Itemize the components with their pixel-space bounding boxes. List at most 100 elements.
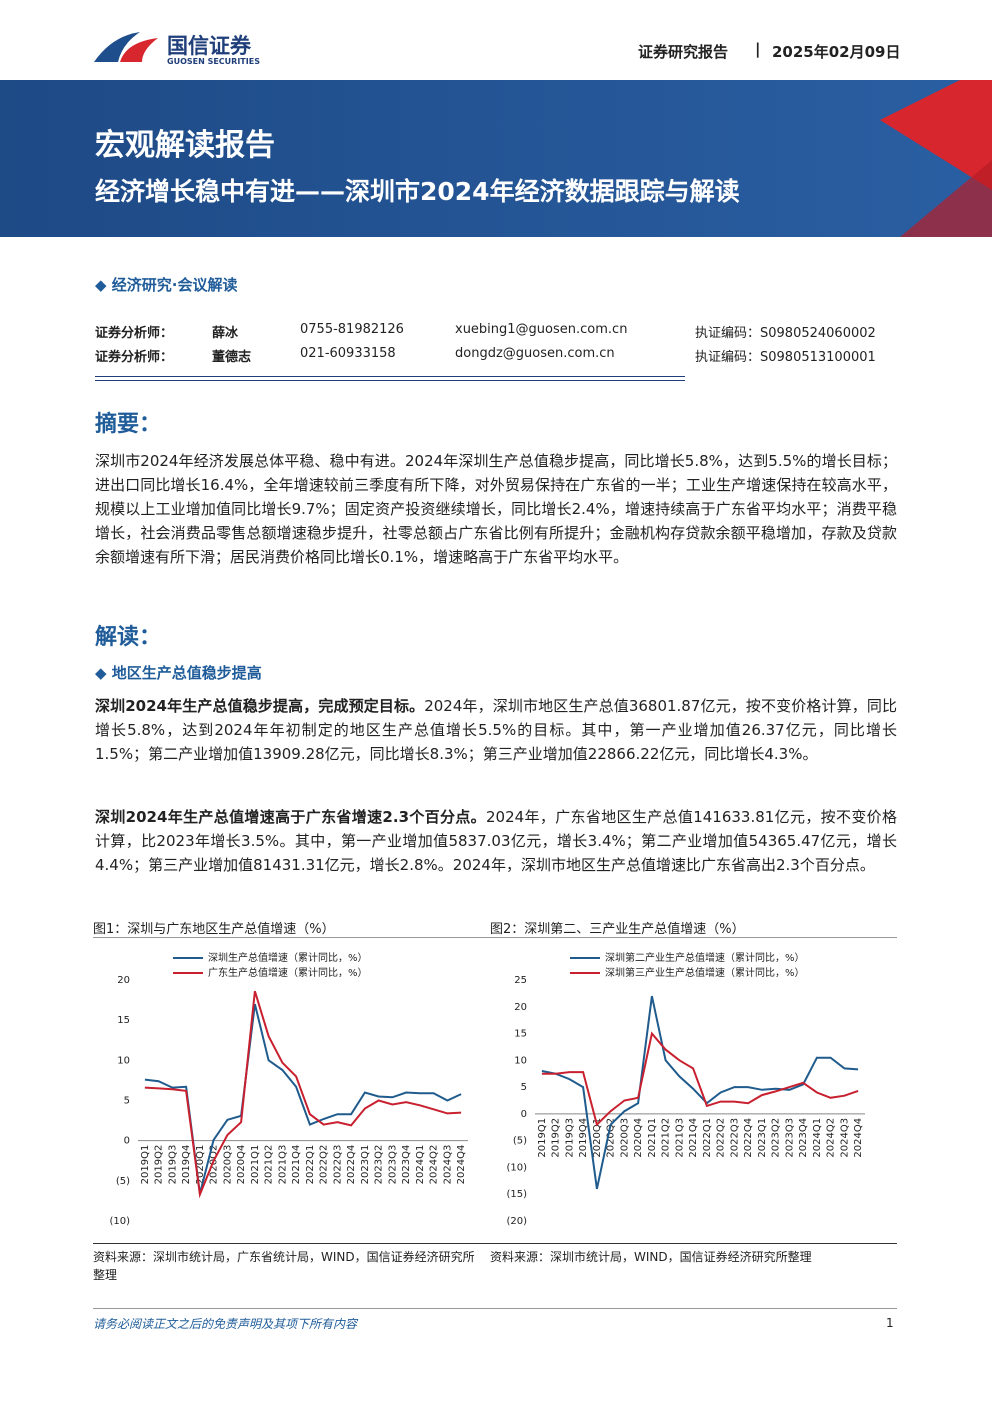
x-tick-label: 2023Q2: [771, 1118, 782, 1158]
x-tick-label: 2022Q3: [729, 1118, 740, 1158]
x-tick-label: 2021Q4: [291, 1145, 302, 1185]
x-tick-label: 2023Q1: [360, 1145, 371, 1185]
banner-bg: [0, 80, 992, 237]
section-text: 地区生产总值稳步提高: [111, 664, 262, 682]
figure-caption: 图1：深圳与广东地区生产总值增速（%）: [93, 922, 335, 937]
x-tick-label: 2024Q3: [839, 1118, 850, 1158]
x-tick-label: 2024Q4: [456, 1145, 467, 1185]
y-tick-label: 10: [117, 1055, 130, 1066]
y-tick-label: 0: [521, 1109, 527, 1120]
x-tick-label: 2022Q1: [702, 1118, 713, 1158]
report-type: 证券研究报告: [638, 43, 729, 61]
analyst-row: 证券分析师： 董德志 021-60933158 dongdz@guosen.co…: [0, 346, 992, 366]
y-tick-label: (20): [506, 1216, 527, 1227]
x-tick-label: 2022Q4: [346, 1145, 357, 1185]
company-name-en: GUOSEN SECURITIES: [167, 57, 260, 66]
x-tick-label: 2021Q2: [661, 1118, 672, 1158]
divider: [95, 376, 685, 381]
legend-label: 深圳第三产业生产总值增速（累计同比，%）: [605, 966, 805, 979]
paragraph-lead: 深圳2024年生产总值增速高于广东省增速2.3个百分点。: [95, 808, 487, 826]
y-tick-label: 5: [124, 1096, 130, 1107]
y-tick-label: (10): [109, 1216, 130, 1227]
x-tick-label: 2019Q3: [167, 1145, 178, 1185]
paragraph-text: 2024年，广东省地区生产总值141633.81亿元，按不变价格计算，比2023…: [95, 808, 897, 874]
paragraph-lead: 深圳2024年生产总值稳步提高，完成预定目标。: [95, 697, 425, 715]
y-tick-label: (5): [513, 1136, 527, 1147]
analyst-license: 执证编码：S0980524060002: [695, 326, 876, 341]
report-subtitle: 经济增长稳中有进——深圳市2024年经济数据跟踪与解读: [95, 177, 740, 206]
x-tick-label: 2019Q3: [564, 1118, 575, 1158]
x-tick-label: 2024Q3: [442, 1145, 453, 1185]
x-tick-label: 2024Q2: [826, 1118, 837, 1158]
x-tick-label: 2022Q1: [305, 1145, 316, 1185]
series-line: [541, 995, 859, 1190]
report-title: 宏观解读报告: [95, 128, 275, 163]
y-tick-label: 10: [514, 1055, 527, 1066]
x-tick-label: 2022Q2: [716, 1118, 727, 1158]
y-tick-label: 15: [117, 1015, 130, 1026]
paragraph-text: 2024年，深圳市地区生产总值36801.87亿元，按不变价格计算，同比增长5.…: [95, 697, 897, 763]
paragraph: 深圳2024年生产总值增速高于广东省增速2.3个百分点。2024年，广东省地区生…: [95, 805, 897, 877]
legend-label: 深圳生产总值增速（累计同比，%）: [208, 951, 368, 964]
x-tick-label: 2021Q2: [264, 1145, 275, 1185]
analyst-role: 证券分析师：: [95, 350, 174, 365]
x-tick-label: 2023Q4: [401, 1145, 412, 1185]
x-tick-label: 2020Q3: [222, 1145, 233, 1185]
category-text: 经济研究·会议解读: [111, 276, 238, 294]
series-line: [144, 990, 462, 1199]
logo-icon: [94, 32, 158, 62]
x-tick-label: 2021Q3: [277, 1145, 288, 1185]
paragraph: 深圳2024年生产总值稳步提高，完成预定目标。2024年，深圳市地区生产总值36…: [95, 694, 897, 766]
x-tick-label: 2022Q3: [332, 1145, 343, 1185]
page-number: 1: [886, 1316, 894, 1330]
y-tick-label: (5): [116, 1176, 130, 1187]
company-name: 国信证券: [167, 34, 251, 58]
y-tick-label: 5: [521, 1082, 527, 1093]
x-tick-label: 2023Q4: [798, 1118, 809, 1158]
disclaimer: 请务必阅读正文之后的免责声明及其项下所有内容: [93, 1317, 358, 1331]
figure-source: 资料来源：深圳市统计局，广东省统计局，WIND，国信证券经济研究所整理: [93, 1250, 475, 1282]
x-tick-label: 2024Q1: [415, 1145, 426, 1185]
y-tick-label: (10): [506, 1162, 527, 1173]
x-tick-label: 2024Q1: [812, 1118, 823, 1158]
legend-label: 广东生产总值增速（累计同比，%）: [208, 966, 368, 979]
figure-rule: [93, 937, 897, 938]
analyst-role: 证券分析师：: [95, 326, 174, 341]
figure-rule: [93, 1243, 897, 1244]
x-tick-label: 2023Q3: [784, 1118, 795, 1158]
x-tick-label: 2020Q4: [236, 1145, 247, 1185]
analyst-phone: 021-60933158: [300, 346, 396, 361]
analyst-row: 证券分析师： 薛冰 0755-81982126 xuebing1@guosen.…: [0, 322, 992, 342]
x-tick-label: 2020Q1: [195, 1145, 206, 1185]
analyst-phone: 0755-81982126: [300, 322, 404, 337]
y-tick-label: 20: [117, 975, 130, 986]
x-tick-label: 2020Q3: [619, 1118, 630, 1158]
y-tick-label: 0: [124, 1136, 130, 1147]
x-tick-label: 2020Q2: [209, 1145, 220, 1185]
summary-text: 深圳市2024年经济发展总体平稳、稳中有进。2024年深圳生产总值稳步提高，同比…: [95, 452, 897, 566]
category: ◆ 经济研究·会议解读: [95, 276, 238, 294]
x-tick-label: 2021Q1: [647, 1118, 658, 1158]
summary-heading: 摘要：: [95, 412, 162, 437]
x-tick-label: 2023Q2: [374, 1145, 385, 1185]
separator: |: [755, 40, 761, 58]
x-tick-label: 2022Q4: [743, 1118, 754, 1158]
figure-source: 资料来源：深圳市统计局，WIND，国信证券经济研究所整理: [490, 1250, 812, 1264]
footer-rule: [93, 1308, 897, 1309]
x-tick-label: 2021Q4: [688, 1118, 699, 1158]
interpretation-heading: 解读：: [95, 625, 162, 650]
x-tick-label: 2021Q1: [250, 1145, 261, 1185]
x-tick-label: 2020Q2: [606, 1118, 617, 1158]
x-tick-label: 2019Q4: [578, 1118, 589, 1158]
series-line: [541, 1031, 859, 1127]
y-tick-label: 25: [514, 975, 527, 986]
x-tick-label: 2022Q2: [319, 1145, 330, 1185]
analyst-name: 董德志: [212, 350, 252, 365]
legend-label: 深圳第二产业生产总值增速（累计同比，%）: [605, 951, 805, 964]
x-tick-label: 2020Q1: [592, 1118, 603, 1158]
x-tick-label: 2019Q4: [181, 1145, 192, 1185]
x-tick-label: 2019Q2: [551, 1118, 562, 1158]
x-tick-label: 2020Q4: [633, 1118, 644, 1158]
